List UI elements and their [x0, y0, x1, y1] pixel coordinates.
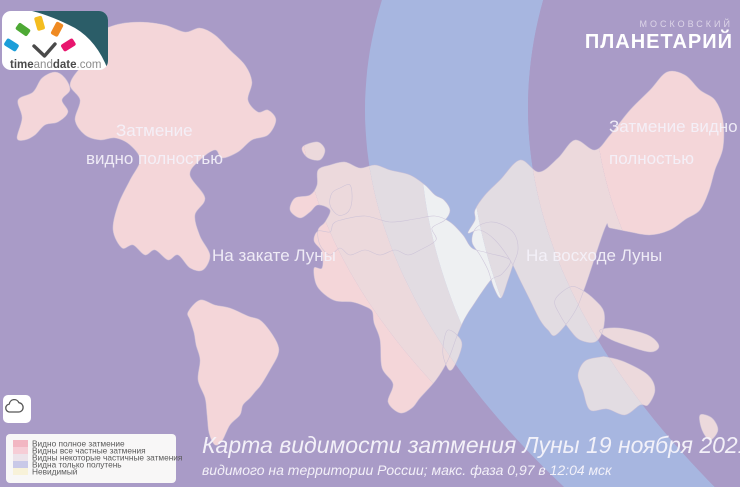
svg-text:Карта видимости затмения Луны: Карта видимости затмения Луны 19 ноября … — [202, 432, 740, 458]
svg-text:МОСКОВСКИЙ: МОСКОВСКИЙ — [639, 18, 733, 29]
svg-text:Затмение видно: Затмение видно — [609, 117, 738, 136]
svg-text:Невидимый: Невидимый — [32, 466, 78, 476]
svg-text:На закате Луны: На закате Луны — [212, 246, 336, 265]
svg-text:Затмение: Затмение — [116, 121, 193, 140]
svg-text:ПЛАНЕТАРИЙ: ПЛАНЕТАРИЙ — [585, 29, 733, 53]
svg-text:видно полностью: видно полностью — [86, 149, 223, 168]
svg-text:полностью: полностью — [609, 149, 694, 168]
svg-text:timeanddate.com: timeanddate.com — [10, 59, 101, 71]
svg-text:На восходе Луны: На восходе Луны — [526, 246, 662, 265]
svg-text:видимого на территории России;: видимого на территории России; макс. фаз… — [202, 462, 613, 478]
